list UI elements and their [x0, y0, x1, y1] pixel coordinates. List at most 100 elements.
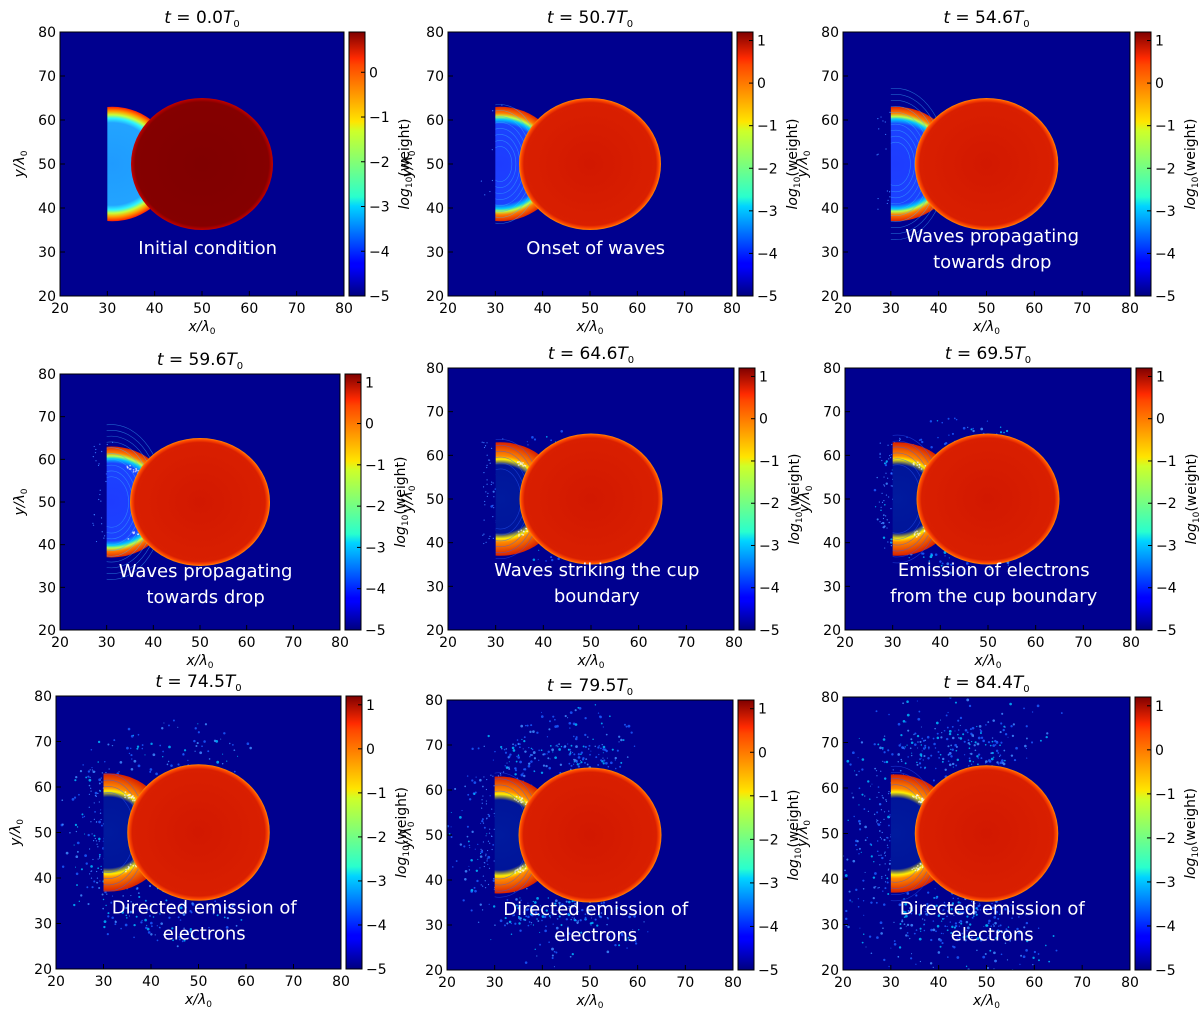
- emission-particle: [873, 488, 877, 492]
- emission-particle: [953, 417, 956, 420]
- emission-particle: [985, 724, 987, 726]
- emission-particle: [903, 923, 906, 925]
- emission-particle: [132, 906, 135, 908]
- stray-particle: [484, 500, 486, 503]
- boundary-speckle: [128, 793, 130, 796]
- emission-particle: [459, 843, 463, 846]
- emission-particle: [997, 752, 1000, 754]
- y-tick-label: 70: [38, 69, 56, 85]
- emission-particle: [114, 920, 116, 922]
- emission-particle: [906, 436, 908, 439]
- emission-particle: [969, 923, 972, 926]
- emission-particle: [87, 833, 90, 837]
- emission-particle: [972, 736, 974, 738]
- stray-particle: [880, 854, 882, 856]
- emission-particle: [135, 915, 138, 918]
- emission-particle: [911, 752, 913, 754]
- emission-particle: [94, 791, 98, 795]
- emission-particle: [179, 906, 183, 910]
- y-tick-label: 50: [38, 157, 56, 173]
- emission-particle: [948, 434, 950, 436]
- stray-particle: [482, 534, 484, 536]
- emission-particle: [439, 862, 441, 864]
- emission-particle: [567, 913, 571, 917]
- colorbar-tick-label: −3: [365, 540, 386, 556]
- emission-particle: [156, 925, 158, 927]
- emission-particle: [906, 923, 910, 927]
- emission-particle: [922, 918, 924, 920]
- y-tick-label: 50: [823, 492, 841, 508]
- emission-particle: [81, 813, 84, 816]
- emission-particle: [133, 759, 137, 763]
- emission-particle: [991, 906, 995, 910]
- y-tick-label: 20: [821, 289, 839, 305]
- stray-particle: [876, 154, 878, 156]
- emission-particle: [872, 896, 875, 900]
- boundary-speckle: [521, 797, 523, 799]
- emission-particle: [959, 716, 963, 720]
- emission-particle: [811, 802, 813, 804]
- emission-particle: [966, 731, 969, 734]
- emission-particle: [883, 777, 887, 780]
- stray-particle: [92, 858, 94, 861]
- emission-particle: [520, 773, 524, 777]
- x-tick-label: 50: [190, 974, 208, 990]
- emission-particle: [76, 826, 79, 828]
- emission-particle: [989, 565, 991, 567]
- colorbar-tick-label: 1: [366, 698, 375, 714]
- stray-particle: [488, 815, 490, 818]
- colorbar-tick-label: 0: [369, 65, 378, 81]
- emission-particle: [970, 971, 973, 974]
- emission-particle: [87, 775, 90, 778]
- emission-particle: [947, 956, 949, 958]
- stray-particle: [105, 771, 107, 774]
- emission-particle: [944, 768, 947, 771]
- emission-particle: [504, 765, 506, 767]
- stray-particle: [97, 882, 99, 884]
- emission-particle: [957, 897, 959, 900]
- emission-particle: [546, 753, 548, 755]
- emission-particle: [110, 901, 113, 904]
- emission-particle: [940, 736, 943, 739]
- emission-particle: [881, 856, 884, 860]
- emission-particle: [526, 724, 529, 727]
- emission-particle: [858, 804, 860, 806]
- emission-particle: [582, 745, 585, 748]
- emission-particle: [487, 855, 491, 859]
- wave-fringe: [495, 146, 513, 182]
- emission-particle: [951, 902, 955, 905]
- emission-particle: [558, 743, 560, 745]
- emission-particle: [926, 902, 929, 906]
- emission-particle: [951, 726, 954, 728]
- stray-particle: [885, 800, 888, 802]
- stray-particle: [104, 535, 106, 537]
- emission-particle: [132, 904, 134, 906]
- emission-particle: [512, 743, 514, 746]
- y-tick-label: 30: [821, 918, 839, 934]
- stray-particle: [885, 472, 887, 474]
- colorbar-tick-label: −1: [1155, 787, 1176, 803]
- x-tick-label: 30: [882, 975, 900, 991]
- emission-particle: [955, 938, 959, 942]
- droplet: [518, 767, 662, 903]
- emission-particle: [849, 763, 852, 766]
- emission-particle: [980, 736, 984, 740]
- x-tick-label: 50: [978, 301, 996, 317]
- emission-particle: [919, 565, 921, 567]
- emission-particle: [523, 768, 525, 771]
- emission-particle: [580, 931, 583, 934]
- colorbar-tick-label: −4: [1155, 919, 1176, 935]
- field-layer: [811, 697, 1063, 974]
- stray-particle: [98, 498, 100, 501]
- colorbar-tick-label: 0: [1156, 412, 1165, 428]
- emission-particle: [979, 939, 983, 942]
- emission-particle: [61, 799, 64, 802]
- emission-particle: [885, 760, 889, 764]
- emission-particle: [545, 764, 548, 768]
- stray-particle: [890, 545, 893, 547]
- y-axis-label: y/λ0: [12, 488, 30, 516]
